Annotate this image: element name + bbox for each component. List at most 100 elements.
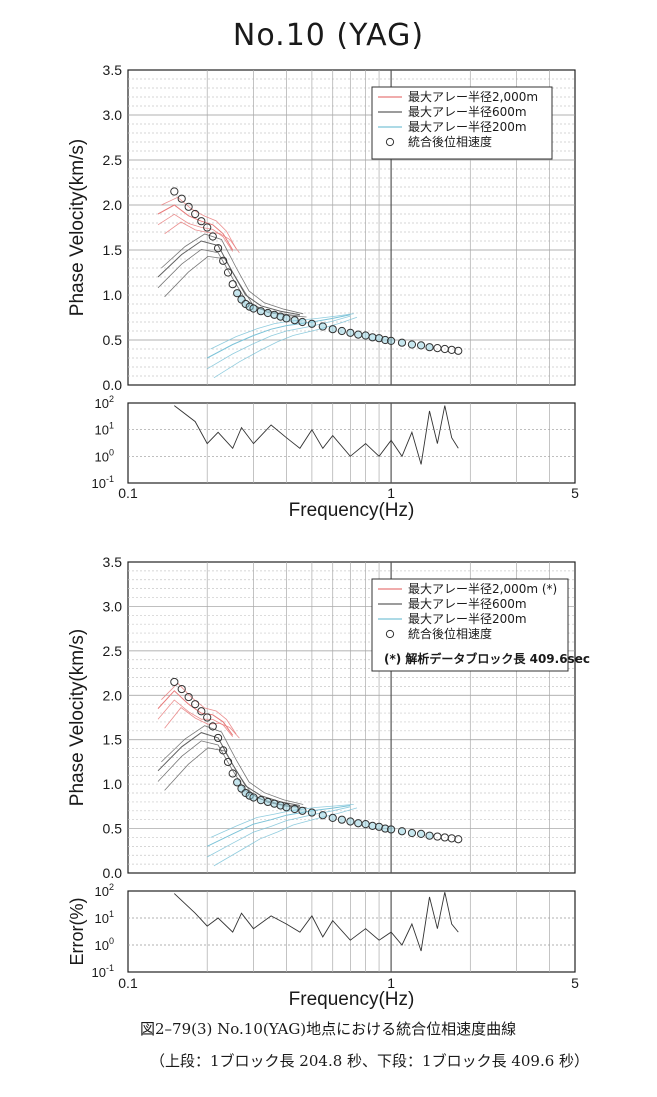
- data-point: [307, 808, 316, 817]
- data-point: [346, 328, 355, 337]
- y-tick-label: 101: [95, 909, 114, 926]
- data-point: [290, 316, 299, 325]
- data-point: [256, 307, 266, 316]
- series-line-variant: [213, 807, 358, 867]
- data-point: [219, 746, 228, 755]
- y-tick-label: 3.0: [103, 107, 123, 123]
- data-point: [407, 828, 417, 838]
- data-point: [407, 340, 417, 349]
- data-point: [454, 835, 463, 844]
- x-tick-label: 0.1: [118, 485, 138, 501]
- legend-label: 最大アレー半径2,000m: [408, 90, 538, 104]
- data-point: [233, 289, 242, 298]
- series-line-2000m: [157, 204, 234, 251]
- data-point: [361, 331, 370, 340]
- data-point: [228, 769, 237, 778]
- y-tick-label: 102: [95, 882, 114, 899]
- data-point: [233, 778, 242, 787]
- data-point: [223, 757, 233, 767]
- data-point: [425, 831, 434, 840]
- y-tick-label: 0.5: [103, 821, 123, 837]
- series-line-variant: [210, 313, 354, 350]
- y-tick-label: 2.5: [103, 643, 123, 659]
- data-point: [416, 829, 426, 839]
- data-point: [298, 806, 307, 815]
- series-line-variant: [164, 221, 240, 254]
- x-tick-label: 1: [387, 975, 395, 991]
- legend-label: 最大アレー半径600m: [408, 597, 527, 611]
- data-point: [177, 684, 186, 694]
- data-point: [387, 825, 396, 834]
- series-line-200m: [206, 805, 351, 847]
- data-point: [416, 341, 426, 350]
- data-point: [318, 322, 327, 331]
- legend-label: 最大アレー半径600m: [408, 105, 527, 119]
- y-tick-label: 101: [95, 421, 114, 438]
- series-line-variant: [157, 213, 234, 252]
- data-point: [256, 796, 266, 805]
- series-line-variant: [213, 316, 358, 379]
- data-point: [361, 820, 370, 829]
- y-tick-label: 100: [95, 447, 114, 464]
- data-point: [219, 256, 228, 265]
- data-point: [184, 202, 193, 211]
- series-line-variant: [161, 233, 304, 315]
- error-line: [173, 892, 459, 952]
- error-line: [174, 405, 459, 465]
- legend-label: 統合後位相速度: [408, 134, 492, 149]
- y-tick-label: 0.0: [103, 865, 123, 881]
- y-tick-label: 1.5: [103, 242, 123, 258]
- data-point: [328, 813, 337, 823]
- data-point: [191, 209, 200, 219]
- page-title: No.10 (YAG): [232, 18, 425, 53]
- data-point: [213, 244, 223, 253]
- y-tick-label: 10-1: [92, 963, 114, 980]
- x-tick-label: 5: [571, 485, 579, 501]
- x-axis-label: Frequency(Hz): [289, 500, 415, 521]
- data-point: [307, 319, 316, 328]
- data-point: [191, 700, 200, 709]
- legend-marker: [385, 629, 395, 639]
- y-tick-label: 2.0: [103, 197, 123, 213]
- y-axis-label: Phase Velocity(km/s): [67, 629, 88, 806]
- data-point: [203, 223, 212, 232]
- data-point: [318, 811, 327, 820]
- series-line-variant: [161, 725, 304, 805]
- y-tick-label: 10-1: [92, 474, 114, 491]
- data-point: [213, 733, 223, 743]
- data-point: [197, 707, 206, 716]
- data-point: [282, 803, 291, 812]
- series-line-variant: [161, 196, 237, 249]
- legend-marker: [385, 137, 395, 147]
- y-tick-label: 3.0: [103, 598, 123, 614]
- y-tick-label: 1.0: [103, 776, 123, 792]
- x-tick-label: 0.1: [118, 975, 138, 991]
- data-point: [397, 827, 407, 836]
- series-line-variant: [207, 806, 351, 858]
- figure-caption-subtitle: （上段：1ブロック長 204.8 秒、下段：1ブロック長 409.6 秒）: [150, 1052, 590, 1070]
- y-tick-label: 1.5: [103, 732, 123, 748]
- y-tick-label: 0.0: [103, 377, 123, 393]
- data-point: [203, 713, 212, 722]
- y-tick-label: 2.0: [103, 687, 123, 703]
- y-tick-label: 0.5: [103, 332, 123, 348]
- data-point: [184, 692, 193, 702]
- y-tick-label: 3.5: [103, 554, 123, 570]
- legend-label: 最大アレー半径200m: [408, 612, 527, 626]
- legend-note: (*) 解析データブロック長 409.6sec: [384, 651, 590, 666]
- data-point: [337, 326, 346, 336]
- data-point: [170, 187, 179, 196]
- data-point: [223, 268, 233, 277]
- series-line-variant: [210, 804, 354, 838]
- x-tick-label: 5: [571, 975, 579, 991]
- error-plot-frame: [127, 402, 576, 484]
- data-point: [298, 317, 307, 327]
- data-point: [249, 793, 258, 802]
- legend-box: [371, 578, 569, 672]
- data-point: [354, 819, 363, 828]
- data-point: [328, 325, 337, 334]
- data-point: [177, 194, 186, 203]
- y-tick-label: 1.0: [103, 287, 123, 303]
- x-tick-label: 1: [387, 485, 395, 501]
- data-point: [387, 336, 396, 345]
